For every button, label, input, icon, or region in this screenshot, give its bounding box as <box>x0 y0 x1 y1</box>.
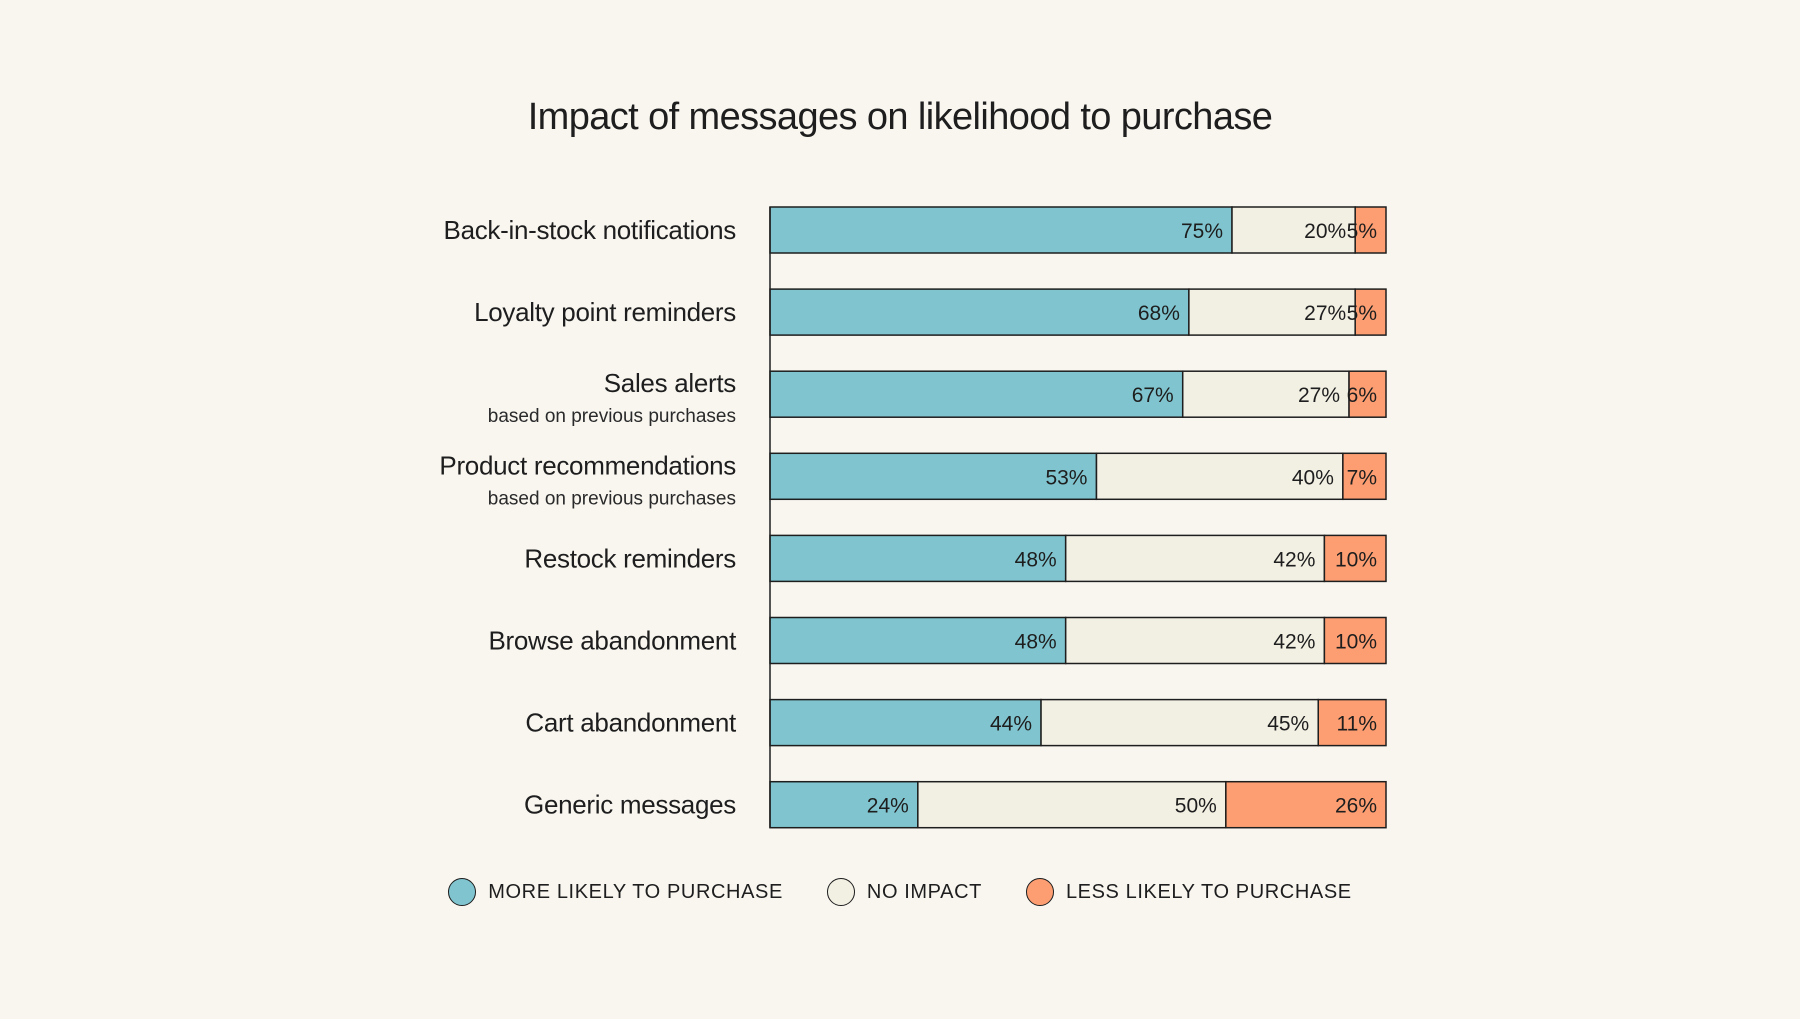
category-label: Generic messages <box>524 790 736 820</box>
value-label: 42% <box>1273 548 1315 571</box>
bar-segment-more-likely-to-purchase-cart-abandonment <box>769 698 1042 747</box>
category-label: Cart abandonment <box>525 708 737 738</box>
bar-segment-no-impact-cart-abandonment <box>1040 698 1319 747</box>
bar-segment-no-impact-back-in-stock-notifications <box>1231 206 1356 254</box>
value-label: 6% <box>1347 384 1377 407</box>
value-label: 40% <box>1292 466 1334 489</box>
legend-item-less-likely: LESS LIKELY TO PURCHASE <box>1025 878 1352 906</box>
value-label: 45% <box>1267 713 1309 736</box>
value-label: 67% <box>1132 384 1174 407</box>
legend-swatch-less-likely <box>1025 878 1054 906</box>
value-label: 10% <box>1335 548 1377 571</box>
value-label: 50% <box>1175 795 1217 818</box>
category-label: Restock reminders <box>524 543 736 573</box>
bar-segment-less-likely-to-purchase-restock-reminders <box>1323 534 1387 583</box>
bar-segment-more-likely-to-purchase-loyalty-point-reminders <box>769 288 1190 336</box>
category-label: Loyalty point reminders <box>474 297 736 327</box>
bar-segment-more-likely-to-purchase-browse-abandonment <box>769 616 1067 665</box>
value-label: 26% <box>1335 795 1377 818</box>
bar-segment-less-likely-to-purchase-back-in-stock-notifications <box>1354 206 1387 254</box>
value-label: 53% <box>1045 466 1087 489</box>
category-label: Back-in-stock notifications <box>444 215 737 245</box>
bar-segment-no-impact-loyalty-point-reminders <box>1188 288 1356 336</box>
bar-segment-more-likely-to-purchase-sales-alerts <box>769 370 1184 418</box>
value-label: 68% <box>1138 302 1180 325</box>
value-label: 10% <box>1335 631 1377 654</box>
value-label: 75% <box>1181 220 1223 243</box>
value-label: 5% <box>1347 220 1377 243</box>
value-label: 7% <box>1347 466 1377 489</box>
legend-swatch-no-impact <box>826 878 855 906</box>
value-label: 48% <box>1015 631 1057 654</box>
legend-label-more-likely: MORE LIKELY TO PURCHASE <box>488 880 783 903</box>
value-label: 48% <box>1015 548 1057 571</box>
legend: MORE LIKELY TO PURCHASE NO IMPACT LESS L… <box>0 878 1800 906</box>
legend-label-less-likely: LESS LIKELY TO PURCHASE <box>1065 880 1352 903</box>
bar-segment-less-likely-to-purchase-product-recommendations <box>1342 452 1387 501</box>
bar-segment-more-likely-to-purchase-back-in-stock-notifications <box>769 206 1233 254</box>
category-sublabel: based on previous purchases <box>488 488 736 509</box>
bar-segment-no-impact-sales-alerts <box>1181 370 1350 418</box>
bar-segment-no-impact-product-recommendations <box>1095 452 1344 501</box>
category-label: Sales alerts <box>604 368 737 398</box>
bar-segment-no-impact-restock-reminders <box>1064 534 1326 583</box>
bar-segment-less-likely-to-purchase-sales-alerts <box>1348 370 1387 418</box>
value-label: 27% <box>1298 384 1340 407</box>
value-label: 27% <box>1304 302 1346 325</box>
legend-item-more-likely: MORE LIKELY TO PURCHASE <box>448 878 783 906</box>
chart-title: Impact of messages on likelihood to purc… <box>527 96 1273 138</box>
value-label: 5% <box>1347 302 1377 325</box>
legend-item-no-impact: NO IMPACT <box>826 878 982 906</box>
value-label: 20% <box>1304 220 1346 243</box>
value-label: 42% <box>1273 631 1315 654</box>
bar-segment-less-likely-to-purchase-browse-abandonment <box>1323 616 1387 665</box>
legend-label-no-impact: NO IMPACT <box>866 880 982 903</box>
value-label: 11% <box>1337 713 1377 736</box>
bar-segment-no-impact-browse-abandonment <box>1064 616 1326 665</box>
bar-segment-less-likely-to-purchase-cart-abandonment <box>1317 698 1387 747</box>
category-label: Browse abandonment <box>488 626 737 656</box>
value-label: 44% <box>990 713 1032 736</box>
value-label: 24% <box>867 795 909 818</box>
category-sublabel: based on previous purchases <box>488 406 736 427</box>
bar-segment-less-likely-to-purchase-loyalty-point-reminders <box>1354 288 1387 336</box>
bar-segment-less-likely-to-purchase-generic-messages <box>1225 780 1387 829</box>
legend-swatch-more-likely <box>448 878 477 906</box>
category-label: Product recommendations <box>439 450 736 480</box>
